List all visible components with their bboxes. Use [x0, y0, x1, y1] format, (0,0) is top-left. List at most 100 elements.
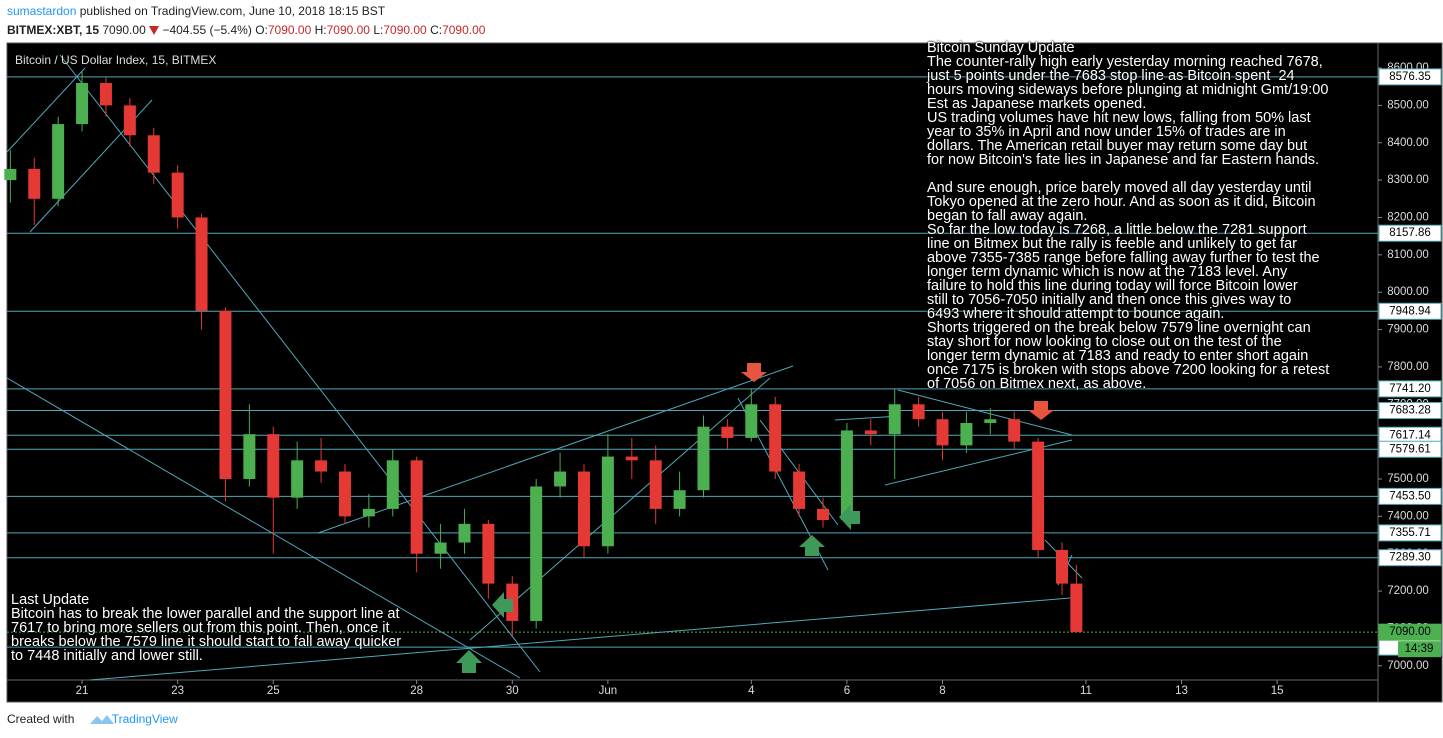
- candle-body: [4, 168, 17, 181]
- annotation-line: Shorts triggered on the break below 7579…: [927, 320, 1311, 336]
- candle-body: [1056, 549, 1069, 584]
- level-label: 7948.94: [1389, 305, 1431, 317]
- change: −404.55 (−5.4%): [162, 23, 252, 37]
- candle-body: [625, 456, 638, 461]
- y-tick-label: 7200.00: [1387, 585, 1429, 597]
- trendlines: [6, 54, 1083, 681]
- level-label-box: [1378, 623, 1442, 641]
- axes: 7000.007100.007200.007300.007400.007500.…: [76, 62, 1442, 697]
- y-tick-label: 8300.00: [1387, 174, 1429, 186]
- ohlc-value: 7090.00: [326, 23, 370, 37]
- candle-body: [960, 422, 973, 446]
- level-label: 7453.50: [1389, 490, 1431, 502]
- countdown-box: [1398, 641, 1441, 658]
- candle-body: [840, 430, 853, 521]
- y-tick-label: 8100.00: [1387, 249, 1429, 261]
- created-with: Created with: [7, 712, 75, 726]
- y-tick-label: 7500.00: [1387, 473, 1429, 485]
- candle-body: [243, 434, 256, 479]
- annotation-line: once 7175 is broken with stops above 720…: [927, 362, 1330, 378]
- level-label-box: [1378, 302, 1442, 320]
- candle-body: [577, 471, 590, 547]
- y-tick-label: 8400.00: [1387, 137, 1429, 149]
- y-tick-label: 7900.00: [1387, 324, 1429, 336]
- candle-body: [291, 460, 304, 498]
- trendline: [6, 67, 86, 153]
- annotation-line: longer term dynamic which is now at the …: [927, 264, 1288, 280]
- annotation-line: dollars. The American retail buyer may r…: [927, 138, 1308, 154]
- annotation-line: just 5 points under the 7683 stop line a…: [927, 68, 1295, 84]
- logo: [90, 715, 114, 724]
- y-tick-label: 7000.00: [1387, 660, 1429, 672]
- candle-body: [195, 217, 208, 311]
- annotation-block: Last Update Bitcoin has to break the lowe…: [11, 593, 402, 664]
- candle-body: [362, 508, 375, 517]
- ohlc-label: L:: [373, 23, 384, 37]
- x-tick-label: 13: [1175, 685, 1188, 697]
- annotation-line: year to 35% in April and now under 15% o…: [927, 124, 1286, 140]
- annotation-line: breaks below the 7579 line it should sta…: [11, 634, 402, 650]
- candle-body: [769, 404, 782, 472]
- down-arrow: [741, 363, 767, 382]
- candle-body: [338, 471, 351, 517]
- candle-body: [267, 434, 280, 498]
- up-arrow: [799, 535, 825, 556]
- annotation: Last Update Bitcoin has to break the lowe…: [11, 593, 402, 664]
- candle-body: [984, 419, 997, 423]
- level-label: 8157.86: [1389, 227, 1431, 239]
- annotation-line: Bitcoin Sunday Update: [927, 40, 1075, 56]
- level-label: 7617.14: [1389, 429, 1431, 441]
- chart-background: [6, 42, 1443, 703]
- x-tick-label: 6: [844, 685, 850, 697]
- annotation-line: line on Bitmex but the rally is feeble a…: [927, 236, 1297, 252]
- header: sumastardon published on TradingView.com…: [7, 2, 485, 40]
- author[interactable]: sumastardon: [7, 4, 77, 18]
- up-arrow: [456, 650, 482, 673]
- annotation-line: So far the low today is 7268, a little b…: [927, 222, 1307, 238]
- annotation-line: of 7056 on Bitmex next, as above.: [927, 376, 1147, 392]
- ohlc-label: H:: [314, 23, 327, 37]
- ohlc-value: 7090.00: [442, 23, 486, 37]
- x-tick-label: 23: [171, 685, 184, 697]
- candles: [4, 71, 1083, 636]
- brand[interactable]: TradingView: [111, 712, 178, 726]
- footer: Created with TradingView: [7, 712, 178, 726]
- level-label: 7683.28: [1389, 405, 1431, 417]
- level-label-box: [1378, 68, 1442, 86]
- level-label-box: [1378, 487, 1442, 505]
- candle-body: [1008, 419, 1021, 442]
- ohlc-label: O:: [255, 23, 268, 37]
- level-label-box: [1378, 224, 1442, 242]
- level-label: 7090.00: [1389, 626, 1431, 638]
- candle-body: [28, 168, 41, 199]
- arrows: [456, 363, 1054, 673]
- level-label-box: [1378, 524, 1442, 542]
- annotation-line: 6493 where it should attempt to bounce a…: [927, 306, 1225, 322]
- y-tick-label: 7800.00: [1387, 361, 1429, 373]
- candle-body: [458, 523, 471, 543]
- candle-body: [912, 404, 925, 420]
- annotation-line: longer term dynamic at 7183 and ready to…: [927, 348, 1309, 364]
- annotation-line: above 7355-7385 range before falling awa…: [927, 250, 1320, 266]
- annotation-line: for now Bitcoin's fate lies in Japanese …: [927, 152, 1320, 168]
- candle-body: [673, 490, 686, 509]
- symbol: BITMEX:XBT, 15: [7, 23, 100, 37]
- annotation-line: And sure enough, price barely moved all …: [927, 180, 1312, 196]
- x-tick-label: 4: [748, 685, 755, 697]
- left-arrow: [839, 504, 860, 530]
- candle-body: [697, 426, 710, 491]
- candle-body: [793, 471, 806, 509]
- level-label-box: [1378, 380, 1442, 398]
- candle-body: [601, 456, 614, 547]
- x-tick-label: 30: [506, 685, 519, 697]
- trendline: [897, 389, 1073, 436]
- published: published on TradingView.com, June 10, 2…: [79, 4, 386, 18]
- candle-body: [99, 82, 112, 106]
- x-tick-label: 15: [1271, 685, 1284, 697]
- y-tick-label: 7400.00: [1387, 510, 1429, 522]
- candle-body: [386, 460, 399, 509]
- level-label: 7579.61: [1389, 443, 1431, 455]
- x-tick-label: 25: [267, 685, 280, 697]
